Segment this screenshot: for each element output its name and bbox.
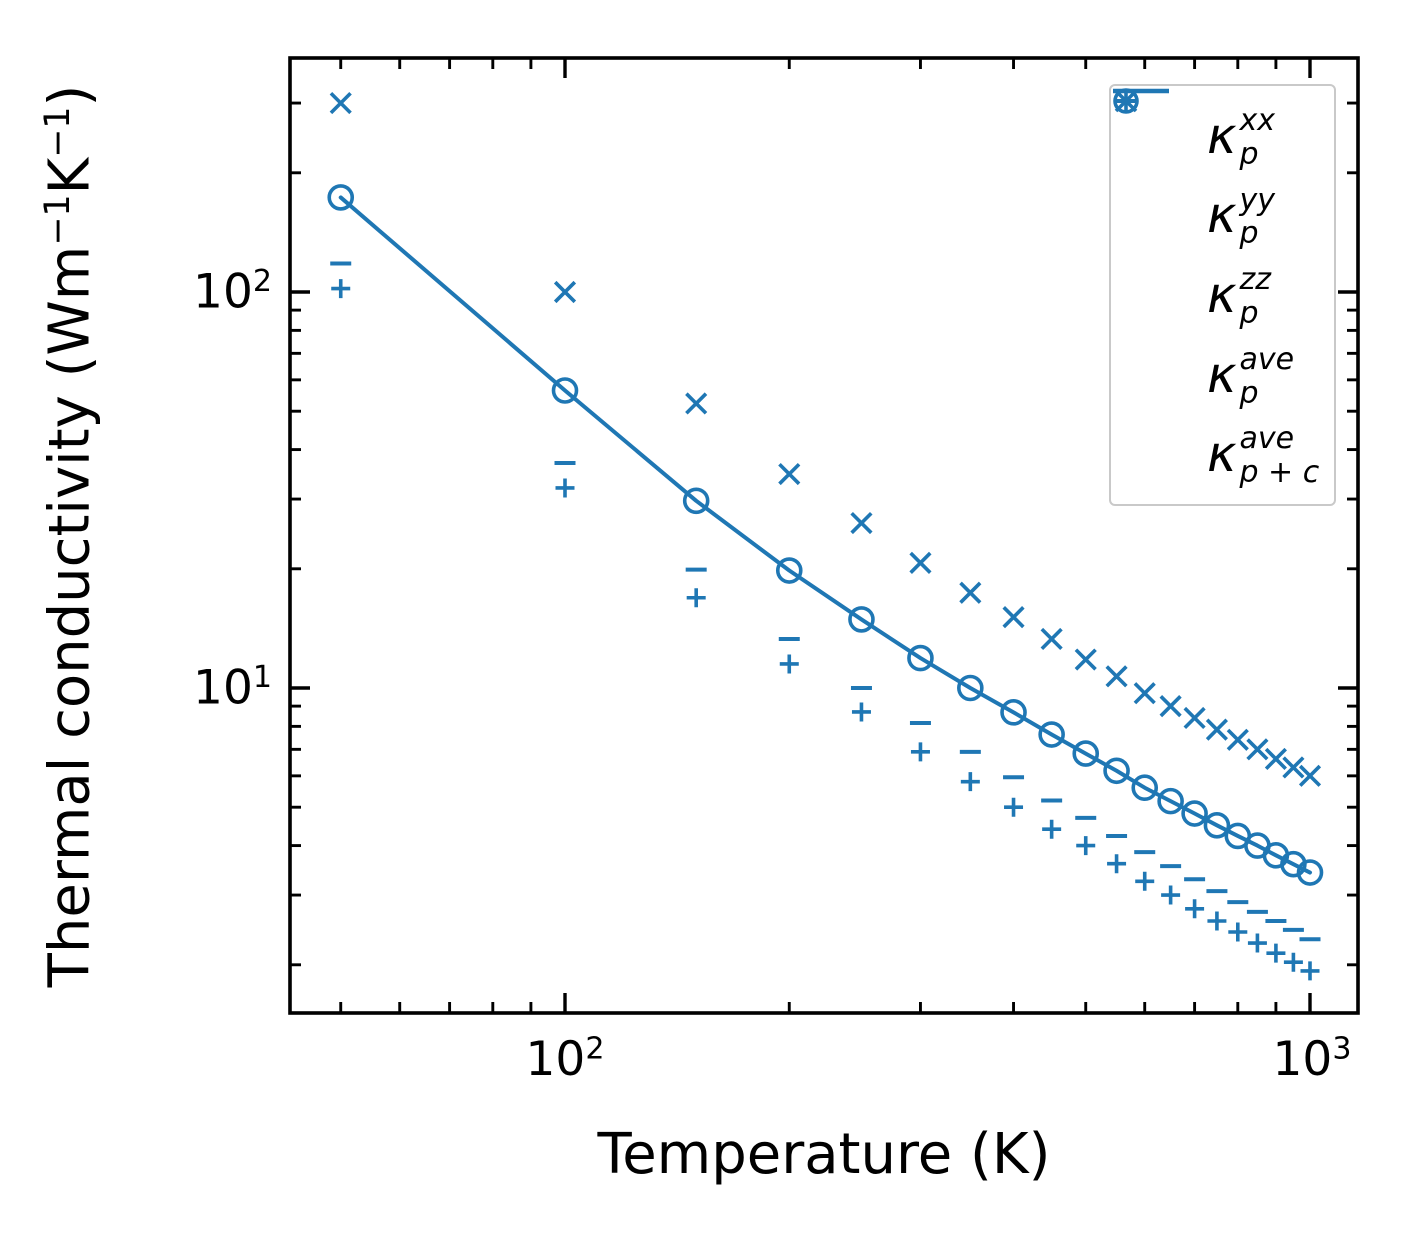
legend-entry-kappa-zz: κ zz p [1111,99,1334,331]
y-axis-label: Thermal conductivity (Wm−1K−1) [37,84,103,988]
plot-frame [288,56,1360,1015]
legend-label: κ xx p [1207,103,1275,172]
legend-label: κ ave p + c [1207,421,1320,491]
legend-label: κ ave p [1207,341,1295,411]
axis-ticks [290,58,1358,1013]
legend: κ xx p κ yy p κ zz p κ ave p κ ave p + c [1109,84,1336,506]
series-kappa-p-ave [327,184,1324,886]
legend-entry-kappa-ave: κ ave p [1111,88,1334,411]
legend-entry-kappa-ave-pc: κ ave p + c [1111,88,1334,491]
x-tick-label-100: 102 [525,1031,605,1087]
series-kappa-p-plus-c-ave [338,195,1312,875]
x-tick-label-1000: 103 [1272,1031,1352,1087]
legend-label: κ yy p [1207,182,1275,252]
series-kappa-p-xx [331,279,1320,981]
legend-entry-kappa-yy: κ yy p [1111,89,1334,252]
legend-label: κ zz p [1207,262,1271,331]
legend-entry-kappa-xx: κ xx p [1111,90,1334,172]
y-tick-label-100: 102 [193,263,272,320]
series-kappa-p-zz [330,261,1321,942]
series-kappa-p-yy [329,91,1322,787]
y-tick-label-10: 101 [193,659,272,716]
x-axis-label: Temperature (K) [597,1122,1051,1187]
